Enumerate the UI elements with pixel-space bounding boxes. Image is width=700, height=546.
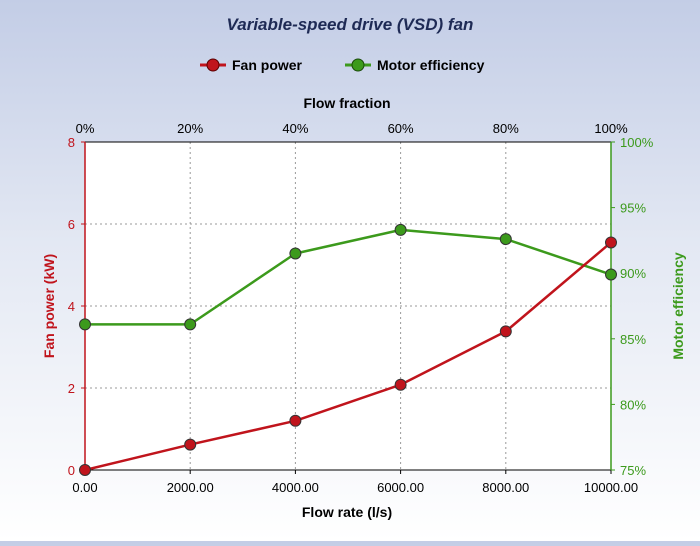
legend-item-fan-power[interactable]: Fan power (200, 57, 303, 73)
y-axis-label: Fan power (kW) (41, 254, 57, 358)
data-point-motor-efficiency[interactable] (79, 318, 91, 331)
series-line-fan-power (84, 241, 612, 472)
x-tick-label: 4000.00 (272, 480, 319, 495)
y2-tick-label: 80% (620, 397, 646, 412)
x2-tick-label: 20% (177, 121, 203, 136)
y-tick-label: 4 (68, 299, 75, 314)
y2-axis-label: Motor efficiency (670, 252, 686, 360)
chart-title: Variable-speed drive (VSD) fan (227, 15, 474, 34)
legend: Fan power Motor efficiency (200, 57, 485, 73)
y2-tick-label: 90% (620, 266, 646, 281)
data-point-motor-efficiency[interactable] (289, 247, 302, 260)
data-point-fan-power[interactable] (394, 378, 407, 391)
data-point-fan-power[interactable] (79, 464, 91, 476)
data-point-fan-power[interactable] (499, 325, 512, 338)
data-point-motor-efficiency[interactable] (499, 233, 512, 246)
x-axis-label: Flow rate (l/s) (302, 504, 392, 520)
x-tick-label: 10000.00 (584, 480, 638, 495)
x-tick-label: 0.00 (72, 480, 97, 495)
data-point-motor-efficiency[interactable] (394, 223, 407, 236)
y2-tick-label: 85% (620, 332, 646, 347)
x-tick-label: 6000.00 (377, 480, 424, 495)
x2-tick-label: 0% (76, 121, 95, 136)
legend-label-fan-power: Fan power (232, 57, 303, 73)
data-point-fan-power[interactable] (184, 438, 197, 451)
legend-item-motor-efficiency[interactable]: Motor efficiency (345, 57, 485, 73)
data-point-motor-efficiency[interactable] (184, 318, 197, 331)
y2-tick-label: 100% (620, 135, 654, 150)
x2-tick-label: 60% (388, 121, 414, 136)
y-tick-label: 0 (68, 463, 75, 478)
y-tick-label: 6 (68, 217, 75, 232)
y2-tick-label: 75% (620, 463, 646, 478)
data-point-motor-efficiency[interactable] (605, 268, 617, 281)
x-tick-label: 8000.00 (482, 480, 529, 495)
data-point-fan-power[interactable] (289, 414, 302, 427)
x2-tick-label: 40% (282, 121, 308, 136)
legend-marker-motor-efficiency (351, 58, 365, 72)
y2-tick-label: 95% (620, 201, 646, 216)
x2-tick-label: 80% (493, 121, 519, 136)
series (79, 223, 617, 476)
x-tick-label: 2000.00 (167, 480, 214, 495)
y-tick-label: 2 (68, 381, 75, 396)
series-line-motor-efficiency (85, 228, 612, 326)
y-tick-label: 8 (68, 135, 75, 150)
plot-area (85, 142, 611, 470)
x2-tick-label: 100% (594, 121, 628, 136)
data-point-fan-power[interactable] (605, 236, 617, 249)
legend-marker-fan-power (206, 58, 220, 72)
tick-labels: 0.00 0% 2000.00 20% 4000.00 40% 6000.00 60% 8000… (68, 121, 654, 495)
x2-axis-label: Flow fraction (303, 95, 390, 111)
legend-label-motor-efficiency: Motor efficiency (377, 57, 485, 73)
